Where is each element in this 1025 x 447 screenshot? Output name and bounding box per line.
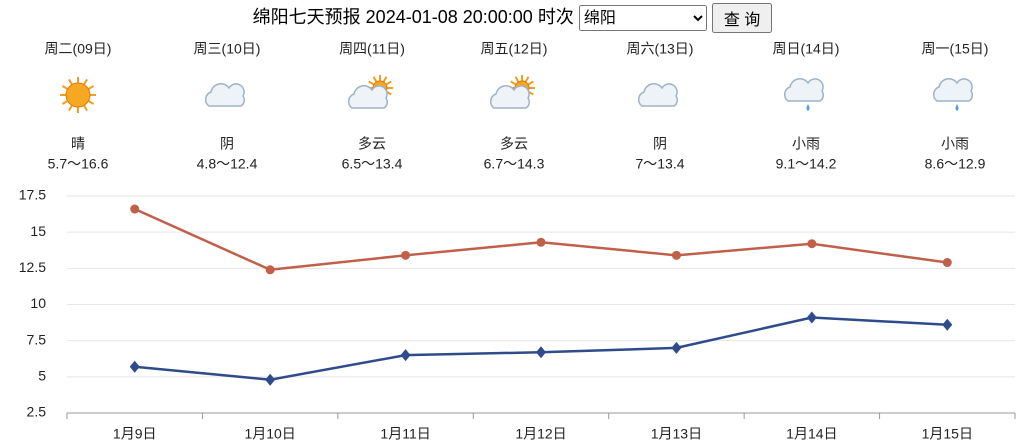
header: 绵阳七天预报 2024-01-08 20:00:00 时次 绵阳 查 询 — [0, 2, 1025, 34]
weather-icon — [784, 78, 825, 111]
cloud — [348, 85, 389, 109]
title: 绵阳七天预报 2024-01-08 20:00:00 时次 — [252, 7, 574, 27]
sun-ray — [87, 100, 95, 105]
x-tick-label: 1月13日 — [651, 426, 702, 442]
weather: 小雨 — [941, 136, 969, 152]
y-tick-label: 5 — [38, 368, 46, 384]
cloud — [205, 83, 246, 107]
temp-range: 9.1～14.2 — [776, 156, 837, 172]
point — [671, 341, 682, 354]
sun-ray — [61, 100, 69, 105]
temp-range: 6.5～13.4 — [342, 156, 403, 172]
sun-ray — [385, 80, 392, 86]
y-tick-label: 17.5 — [19, 187, 46, 203]
x-tick-label: 1月9日 — [113, 426, 157, 442]
weekday: 周四(11日) — [339, 41, 405, 57]
point — [942, 318, 953, 331]
sun-ray — [382, 76, 388, 83]
weather: 阴 — [653, 136, 667, 152]
point — [806, 311, 817, 324]
sun-ray — [61, 85, 69, 90]
x-tick-label: 1月12日 — [515, 426, 566, 442]
weekday: 周六(13日) — [627, 41, 694, 57]
sun-ray — [524, 76, 530, 83]
point — [130, 204, 140, 214]
x-tick-label: 1月10日 — [244, 426, 295, 442]
weather-icon — [638, 83, 679, 107]
x-tick-label: 1月14日 — [786, 426, 837, 442]
weekday: 周三(10日) — [194, 41, 261, 57]
temp-range: 8.6～12.9 — [925, 156, 986, 172]
city-select[interactable]: 绵阳 — [578, 5, 707, 32]
point — [536, 237, 546, 247]
rain-drop — [955, 104, 959, 111]
y-tick-label: 2.5 — [27, 404, 47, 420]
sun-ray — [87, 85, 95, 90]
sun — [65, 82, 91, 108]
point — [401, 250, 411, 260]
sun-ray — [514, 76, 520, 83]
temp-range: 7～13.4 — [635, 156, 684, 172]
weather-icon — [933, 78, 974, 111]
point — [671, 250, 681, 260]
weekday: 周一(15日) — [922, 41, 989, 57]
point — [400, 349, 411, 362]
weather: 多云 — [500, 136, 528, 152]
weather-icon — [490, 75, 535, 109]
y-tick-label: 10 — [30, 295, 46, 311]
point — [265, 373, 276, 386]
cloud — [490, 85, 531, 109]
cloud — [933, 78, 974, 102]
point — [129, 360, 140, 373]
weekday: 周二(09日) — [45, 41, 112, 57]
weather-icon — [60, 77, 96, 113]
y-tick-label: 15 — [30, 223, 46, 239]
sun-ray — [368, 80, 375, 86]
y-tick-label: 7.5 — [27, 331, 47, 347]
point — [942, 258, 952, 268]
weather-icon — [348, 75, 393, 109]
sun-ray — [527, 80, 534, 86]
sun-ray — [83, 104, 88, 112]
query-button[interactable]: 查 询 — [711, 3, 773, 34]
point — [536, 346, 546, 359]
weather: 小雨 — [792, 136, 820, 152]
x-tick-label: 1月15日 — [922, 426, 973, 442]
x-tick-label: 1月11日 — [380, 426, 430, 442]
point — [265, 265, 275, 275]
weekday: 周日(14日) — [773, 41, 840, 57]
weather-icon — [205, 83, 246, 107]
temp-range: 4.8～12.4 — [197, 156, 258, 172]
weekday: 周五(12日) — [481, 41, 548, 57]
sun-ray — [83, 78, 88, 86]
point — [807, 239, 817, 249]
cloud — [784, 78, 825, 102]
sun-ray — [510, 80, 517, 86]
sun-ray — [68, 78, 73, 86]
weather: 晴 — [71, 136, 85, 152]
y-tick-label: 12.5 — [19, 259, 46, 275]
sun-ray — [372, 76, 378, 83]
rain-drop — [806, 104, 810, 111]
weather: 阴 — [220, 136, 234, 152]
cloud — [638, 83, 679, 107]
temp-range: 6.7～14.3 — [484, 156, 545, 172]
weather: 多云 — [358, 136, 386, 152]
sun-ray — [68, 104, 73, 112]
temp-range: 5.7～16.6 — [48, 156, 109, 172]
